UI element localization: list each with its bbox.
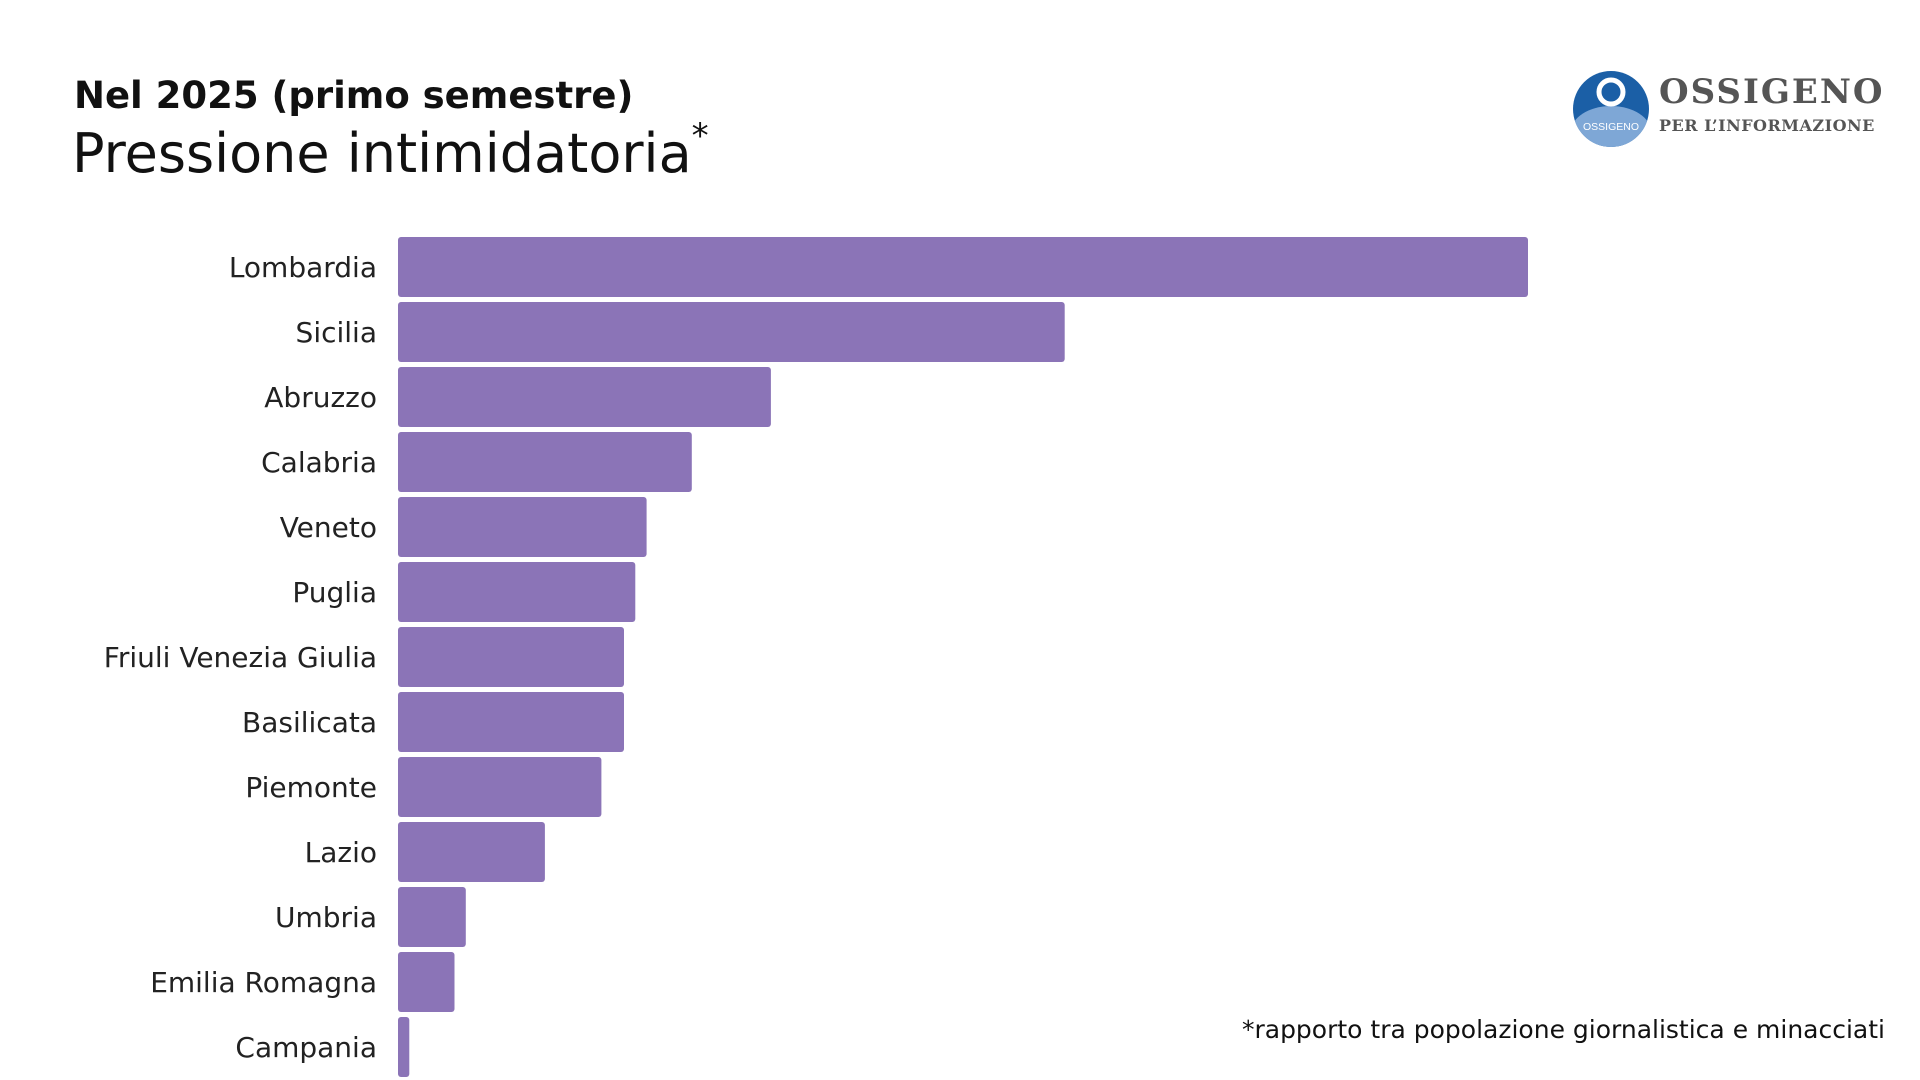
bar-series [398,237,1528,1077]
bar-friuli-venezia-giulia [398,627,624,687]
category-label: Sicilia [296,316,377,349]
category-label: Friuli Venezia Giulia [104,641,377,674]
bar-piemonte [398,757,602,817]
chart-title-text: Pressione intimidatoria [72,122,692,185]
category-label: Basilicata [242,706,377,739]
logo-name: OSSIGENO [1659,72,1885,112]
category-label: Umbria [275,901,377,934]
bar-veneto [398,497,647,557]
category-label: Campania [235,1031,377,1064]
category-label: Piemonte [245,771,377,804]
bar-lazio [398,822,545,882]
category-labels: Lombardia Sicilia Abruzzo Calabria Veneto Pug… [104,251,377,1064]
title-footnote-marker: * [691,116,709,156]
category-label: Lazio [305,836,377,869]
bar-emilia-romagna [398,952,455,1012]
category-label: Veneto [280,511,377,544]
category-label: Abruzzo [264,381,377,414]
chart-title: Pressione intimidatoria* [72,116,709,185]
bar-campania [398,1017,410,1077]
category-label: Calabria [261,446,377,479]
bar-umbria [398,887,466,947]
bar-sicilia [398,302,1065,362]
ossigeno-logo: OSSIGENO OSSIGENO PER L’INFORMAZIONE [1572,68,1883,148]
bar-lombardia [398,237,1528,297]
bar-abruzzo [398,367,771,427]
category-label: Emilia Romagna [150,966,377,999]
bar-puglia [398,562,636,622]
logo-tagline: PER L’INFORMAZIONE [1659,116,1875,135]
category-label: Puglia [292,576,377,609]
chart-subtitle: Nel 2025 (primo semestre) [74,74,634,117]
ossigeno-badge-icon: OSSIGENO [1573,71,1649,147]
category-label: Lombardia [229,251,377,284]
bar-calabria [398,432,692,492]
footnote: *rapporto tra popolazione giornalistica … [1241,1015,1885,1044]
badge-text: OSSIGENO [1583,121,1639,133]
bar-basilicata [398,692,624,752]
